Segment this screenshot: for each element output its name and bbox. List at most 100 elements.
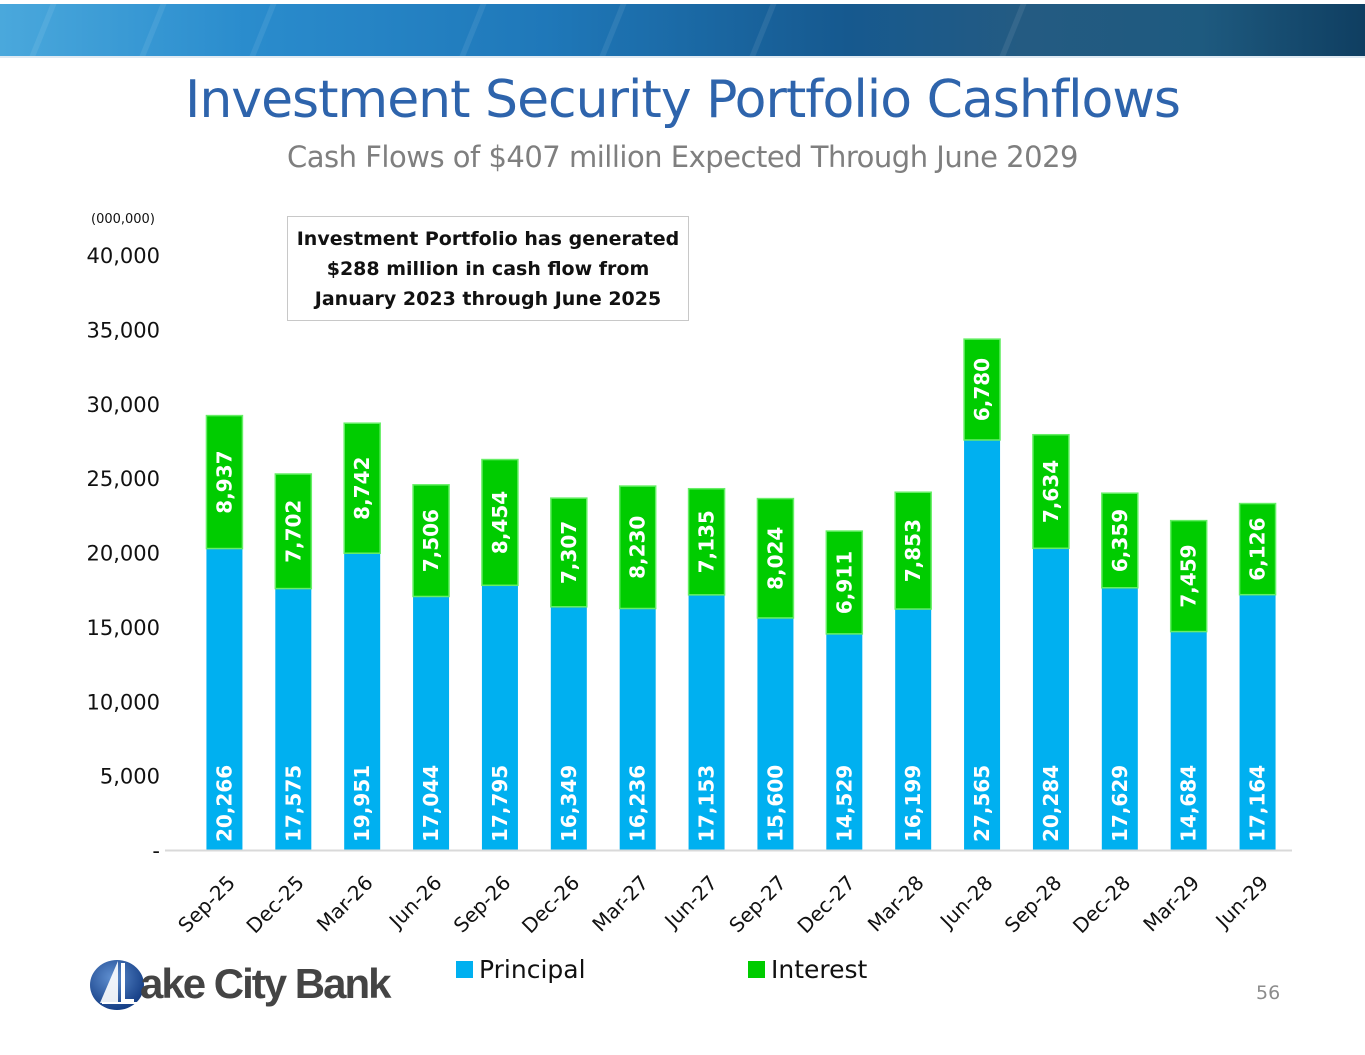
bar-principal [413,596,450,850]
bar-principal [1101,587,1138,850]
x-tick-label: Jun-26 [383,871,447,935]
data-label-principal: 16,199 [901,765,925,842]
bar-principal [1239,594,1276,850]
data-label-principal: 19,951 [350,765,374,842]
y-axis-ticks: - 5,000 10,000 15,000 20,000 25,000 30,000 35,0… [87,244,160,863]
x-tick-label: Sep-26 [449,871,516,938]
data-label-principal: 15,600 [763,765,787,842]
x-tick-label: Sep-27 [724,871,791,938]
legend-item-interest: Interest [748,955,867,984]
data-label-principal: 14,529 [832,765,856,842]
data-label-principal: 20,266 [212,765,236,842]
bar-interest [1169,519,1208,633]
y-tick-label: 15,000 [87,616,160,640]
bar-interest [618,485,657,610]
x-tick-label: Jun-28 [934,871,998,935]
bar-interest [1032,433,1070,550]
bar-interest [894,491,932,610]
data-label-principal: 16,236 [626,765,650,842]
x-tick-label: Mar-27 [587,871,653,937]
data-label-interest: 7,853 [901,519,925,582]
data-label-interest: 6,911 [832,551,856,614]
bar-principal [1032,548,1069,850]
x-tick-label: Mar-29 [1138,871,1204,937]
legend-swatch-principal [456,961,473,978]
bar-interest [343,422,381,554]
bar-principal [550,606,587,850]
legend-label-interest: Interest [771,955,868,984]
bar-group: 20,266 8,937 17,575 7,702 19,951 8,742 17,044 7… [205,338,1277,850]
bar-principal [206,548,243,850]
bar-interest [825,530,864,635]
callout-line-3: January 2023 through June 2025 [314,287,662,310]
logo-globe-icon [90,960,144,1010]
x-tick-label: Sep-25 [173,871,240,938]
bar-interest [756,497,795,619]
bar-principal [619,608,656,850]
y-tick-label: 20,000 [87,542,160,566]
data-label-principal: 27,565 [970,765,994,842]
bar-interest [274,473,313,590]
bar-principal [481,585,518,850]
x-tick-label: Sep-28 [1000,871,1067,938]
header-banner [0,4,1365,56]
bar-principal [344,553,381,850]
data-label-principal: 17,795 [488,765,512,842]
bar-principal [964,439,1001,850]
data-label-interest: 8,454 [488,491,512,554]
data-label-principal: 17,153 [695,765,719,842]
y-tick-label: 10,000 [87,690,160,714]
callout-line-1: Investment Portfolio has generated [296,227,680,250]
data-label-interest: 6,359 [1108,509,1132,572]
y-tick-label: 35,000 [87,318,160,342]
data-label-principal: 17,575 [281,765,305,842]
y-tick-label: 25,000 [87,467,160,491]
bar-principal [275,588,312,850]
x-tick-label: Jun-27 [659,871,723,935]
data-label-interest: 7,135 [695,510,719,573]
bar-principal [688,594,725,850]
bar-principal [757,617,794,850]
y-tick-label: 5,000 [100,765,160,789]
data-label-interest: 7,307 [557,521,581,584]
bar-interest [1238,502,1277,596]
data-label-interest: 6,780 [970,358,994,421]
x-tick-label: Mar-26 [312,871,378,937]
data-label-principal: 17,164 [1246,765,1270,842]
x-tick-label: Dec-26 [517,871,584,938]
x-tick-label: Dec-27 [792,871,859,938]
data-label-principal: 14,684 [1177,765,1201,842]
data-label-principal: 16,349 [557,765,581,842]
data-label-interest: 7,506 [419,509,443,572]
data-label-interest: 8,742 [350,457,374,520]
legend-item-principal: Principal [456,955,586,984]
bar-interest [481,458,519,587]
data-label-interest: 7,459 [1177,544,1201,607]
logo-text: ake City Bank [140,960,391,1007]
slide-subtitle: Cash Flows of $407 million Expected Thro… [287,140,1078,174]
data-label-interest: 8,937 [212,450,236,513]
bar-principal [1170,631,1207,850]
data-label-interest: 8,024 [763,527,787,590]
callout-box: Investment Portfolio has generated $288 … [287,216,689,321]
bar-principal [826,633,863,850]
lake-city-bank-logo: ake City Bank [88,955,391,1013]
x-axis-ticks: Sep-25 Dec-25 Mar-26 Jun-26 Sep-26 Dec-26 Mar-… [173,871,1273,938]
y-tick-label: - [152,839,160,863]
bar-interest [687,487,726,596]
bar-interest [963,338,1001,441]
y-axis-units-label: (000,000) [91,212,155,227]
x-tick-label: Dec-25 [241,871,308,938]
data-label-interest: 8,230 [626,516,650,579]
y-tick-label: 40,000 [87,244,160,268]
bar-interest [550,497,588,608]
bar-interest [1101,492,1139,589]
x-tick-label: Jun-29 [1210,871,1274,935]
data-label-interest: 7,702 [281,500,305,563]
data-label-principal: 17,629 [1108,765,1132,842]
data-label-interest: 7,634 [1039,460,1063,523]
data-label-principal: 17,044 [419,765,443,842]
y-tick-label: 30,000 [87,393,160,417]
legend-swatch-interest [748,961,765,978]
